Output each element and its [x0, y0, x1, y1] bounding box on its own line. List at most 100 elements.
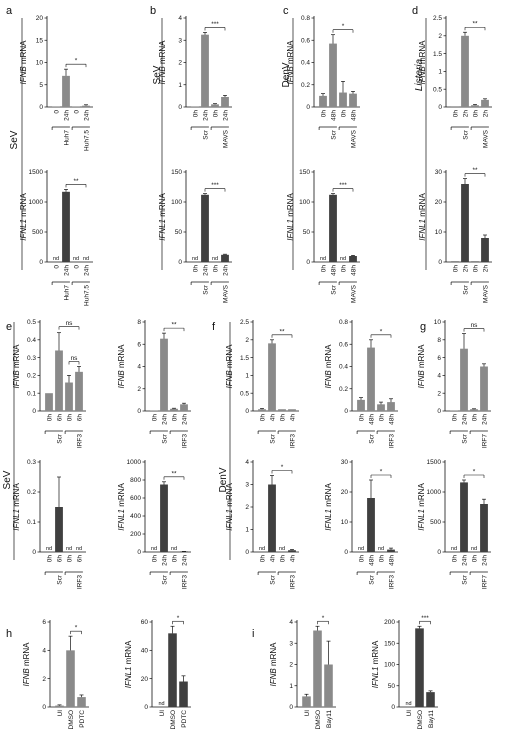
category-label: 0h — [452, 555, 459, 563]
y-axis-unit: mRNA — [158, 193, 167, 219]
bar — [268, 343, 276, 411]
y-tick-label: 0.4 — [27, 337, 36, 344]
bar — [168, 633, 177, 707]
group-label: MAVS — [351, 284, 358, 303]
bar — [480, 504, 488, 552]
y-tick-label: 500 — [430, 519, 441, 526]
y-axis-unit: mRNA — [418, 193, 427, 219]
y-tick-label: 30 — [435, 169, 443, 176]
bar — [62, 191, 70, 262]
category-label: 4h — [270, 555, 277, 563]
y-tick-label: 4 — [245, 459, 249, 466]
nd-label: nd — [212, 256, 218, 262]
sig-label: *** — [339, 182, 347, 189]
y-tick-label: 8 — [437, 337, 441, 344]
sig-label: ns — [71, 355, 79, 362]
y-tick-label: 1500 — [29, 169, 44, 176]
category-label: 0h — [359, 555, 366, 563]
y-tick-label: 2 — [42, 676, 46, 683]
sig-label: ns — [471, 322, 479, 329]
sig-label: * — [380, 469, 383, 476]
bar — [461, 184, 469, 262]
bar — [211, 104, 219, 107]
group-label: Scr — [369, 433, 376, 444]
category-label: 0h — [473, 265, 480, 273]
bar — [55, 350, 63, 411]
category-label: 0h — [453, 265, 460, 273]
bar — [278, 409, 286, 411]
y-tick-label: 0 — [137, 408, 141, 415]
y-axis-title: IFNB mRNA — [417, 344, 426, 389]
y-tick-label: 4 — [289, 619, 293, 626]
bar — [387, 402, 395, 411]
y-tick-label: 0 — [137, 549, 141, 556]
y-axis-gene: IFNL1 — [225, 509, 234, 531]
panel-label-h: h — [6, 628, 12, 640]
y-axis-gene: IFNB — [269, 668, 278, 687]
bar — [319, 95, 327, 107]
virus-label: SeV — [2, 470, 13, 489]
y-axis-unit: mRNA — [286, 193, 295, 219]
y-axis-gene: IFNL1 — [418, 219, 427, 241]
y-tick-label: 200 — [130, 531, 141, 538]
y-axis-unit: mRNA — [12, 483, 21, 509]
bar — [349, 256, 357, 262]
category-label: 0 — [54, 265, 61, 269]
y-tick-label: 2 — [245, 504, 249, 511]
bar — [75, 371, 83, 411]
y-tick-label: 0.2 — [27, 489, 36, 496]
y-axis-unit: mRNA — [124, 640, 133, 666]
category-label: 48h — [389, 555, 396, 566]
y-axis-title: IFNL1 mRNA — [19, 193, 28, 241]
bar — [324, 664, 333, 707]
category-label: 0h — [379, 555, 386, 563]
category-label: 24h — [84, 265, 91, 276]
group-label: Huh7.5 — [84, 285, 91, 306]
category-label: 24h — [482, 555, 489, 566]
y-tick-label: 0.6 — [301, 37, 310, 44]
group-label: MAVS — [223, 129, 230, 148]
y-tick-label: 2 — [245, 337, 249, 344]
category-label: DMSO — [68, 710, 75, 730]
sig-label: *** — [421, 615, 429, 622]
category-label: 24h — [462, 555, 469, 566]
y-axis-unit: mRNA — [117, 344, 126, 370]
bar — [470, 409, 478, 411]
category-label: 24h — [482, 414, 489, 425]
y-tick-label: 0 — [245, 549, 249, 556]
category-label: 0h — [472, 414, 479, 422]
y-tick-label: 2 — [437, 390, 441, 397]
category-label: DMSO — [315, 710, 322, 730]
y-tick-label: 150 — [299, 169, 310, 176]
group-label: IRF3 — [77, 434, 84, 448]
chart-i_ifnl1: 0 50 100 150 200 IFNL1 mRNA nd UI DMSO Bay11 *** — [371, 615, 438, 730]
y-axis-gene: IFNB — [117, 370, 126, 389]
category-label: 24h — [223, 265, 230, 276]
bar — [66, 650, 75, 707]
y-axis-gene: IFNL1 — [12, 509, 21, 531]
y-tick-label: 0 — [306, 104, 310, 111]
category-label: 24h — [182, 414, 189, 425]
group-label: Scr — [162, 574, 169, 585]
sig-label: ** — [171, 322, 177, 329]
y-tick-label: 2.5 — [240, 319, 249, 326]
y-axis-title: IFNL1 mRNA — [286, 193, 295, 241]
nd-label: nd — [66, 546, 72, 552]
y-axis-unit: mRNA — [371, 640, 380, 666]
bar — [55, 507, 63, 552]
y-tick-label: 0 — [144, 704, 148, 711]
sig-label: ** — [73, 178, 79, 185]
category-label: 0h — [172, 555, 179, 563]
bar — [160, 338, 168, 411]
group-label: Scr — [162, 433, 169, 444]
y-axis-unit: mRNA — [225, 344, 234, 370]
group-label: Scr — [203, 129, 210, 140]
y-axis-unit: mRNA — [417, 483, 426, 509]
category-label: DMSO — [170, 710, 177, 730]
category-label: 0h — [472, 555, 479, 563]
group-label: Scr — [331, 129, 338, 140]
